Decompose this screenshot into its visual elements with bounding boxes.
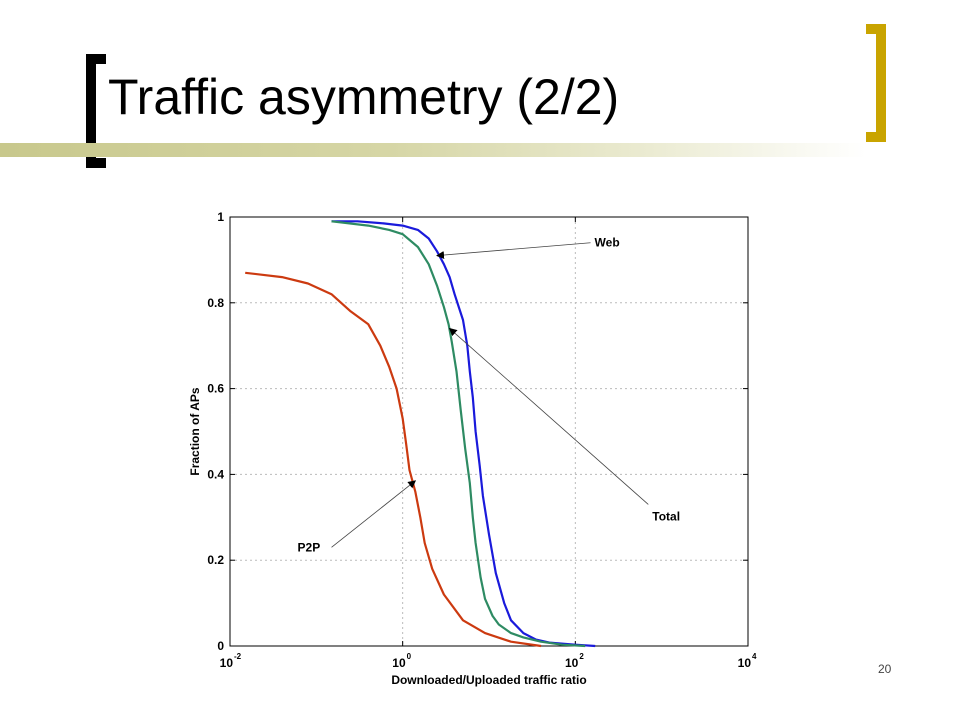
x-tick-base: 10 [738, 656, 752, 670]
x-axis-label: Downloaded/Uploaded traffic ratio [391, 673, 586, 687]
axis-ticks: 10 -2 10 0 10 2 10 400.20.40.60.81 [207, 210, 757, 670]
x-tick-label: 10 0 [392, 652, 411, 670]
x-tick-exponent: 4 [752, 652, 757, 661]
y-tick-label: 0.6 [207, 382, 224, 396]
series-line-p2p [245, 271, 542, 648]
y-tick-label: 0.8 [207, 296, 224, 310]
x-tick-exponent: 2 [579, 652, 584, 661]
series-line-total [331, 220, 586, 648]
x-tick-exponent: -2 [234, 652, 242, 661]
y-tick-label: 0.2 [207, 553, 224, 567]
annotations: Web Total P2P [298, 236, 681, 555]
page-number: 20 [878, 662, 892, 676]
title-bracket-left [86, 54, 106, 168]
plot-frame [229, 216, 749, 647]
x-tick-base: 10 [565, 656, 579, 670]
title-underline-bar [0, 143, 866, 157]
series-lines [245, 220, 596, 648]
y-tick-label: 1 [217, 210, 224, 224]
x-tick-label: 10 2 [565, 652, 584, 670]
x-tick-exponent: 0 [407, 652, 412, 661]
annotation-label-p2p: P2P [298, 540, 321, 554]
slide-title: Traffic asymmetry (2/2) [108, 69, 620, 125]
annotation-arrow-p2p [331, 480, 417, 548]
y-tick-label: 0 [217, 639, 224, 653]
y-axis-label: Fraction of APs [188, 387, 202, 476]
series-line-web [331, 220, 596, 648]
title-bracket-right [866, 24, 886, 142]
x-tick-base: 10 [220, 656, 234, 670]
x-tick-base: 10 [392, 656, 406, 670]
annotation-arrow-web [436, 242, 591, 260]
annotation-arrow-total [448, 327, 649, 505]
annotation-label-web: Web [595, 236, 620, 250]
x-tick-label: 10 -2 [220, 652, 242, 670]
y-tick-label: 0.4 [207, 467, 224, 481]
x-tick-label: 10 4 [738, 652, 757, 670]
grid [230, 217, 748, 646]
annotation-label-total: Total [652, 509, 680, 523]
